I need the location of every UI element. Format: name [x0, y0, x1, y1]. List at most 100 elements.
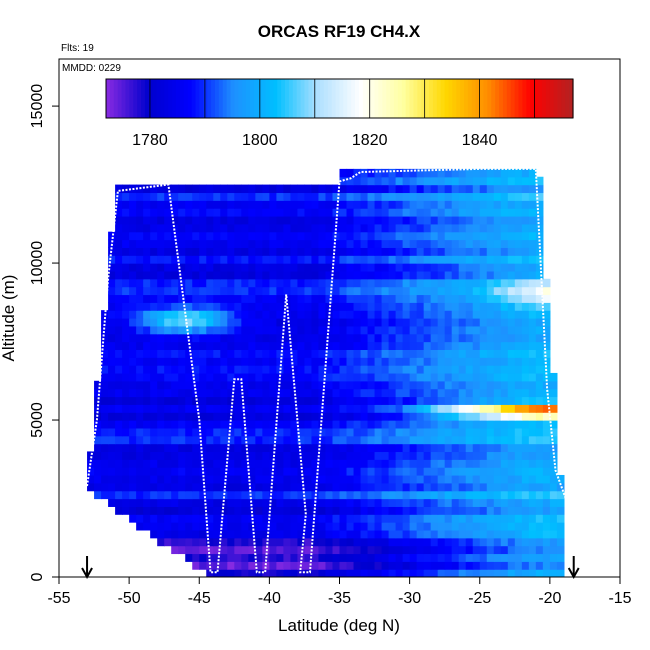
heatmap-cell — [108, 302, 116, 311]
heatmap-cell — [150, 451, 158, 460]
heatmap-cell — [262, 435, 270, 445]
heatmap-cell — [479, 184, 488, 194]
heatmap-cell — [381, 278, 390, 288]
heatmap-cell — [262, 318, 270, 327]
heatmap-cell — [297, 372, 306, 382]
heatmap-cell — [248, 420, 256, 429]
heatmap-cell — [416, 270, 425, 280]
heatmap-cell — [444, 427, 453, 437]
heatmap-cell — [360, 529, 369, 539]
heatmap-cell — [346, 255, 355, 264]
heatmap-cell — [430, 294, 439, 303]
heatmap-cell — [297, 286, 306, 296]
heatmap-cell — [507, 184, 516, 194]
heatmap-cell — [185, 522, 193, 531]
heatmap-cell — [157, 498, 165, 507]
heatmap-cell — [318, 498, 327, 507]
heatmap-cell — [129, 247, 137, 256]
heatmap-cell — [213, 302, 221, 311]
heatmap-cell — [143, 506, 151, 515]
heatmap-cell — [136, 467, 144, 476]
heatmap-cell — [416, 263, 425, 272]
heatmap-cell — [395, 270, 404, 280]
heatmap-cell — [500, 286, 509, 296]
x-tick-label: -35 — [328, 590, 351, 607]
heatmap-cell — [255, 443, 263, 453]
heatmap-cell — [437, 380, 446, 390]
heatmap-cell — [290, 420, 299, 429]
heatmap-cell — [437, 529, 446, 539]
heatmap-cell — [150, 498, 158, 507]
heatmap-cell — [444, 467, 453, 476]
colorbar-segment — [222, 79, 228, 118]
heatmap-cell — [143, 200, 151, 209]
heatmap-cell — [192, 215, 200, 225]
heatmap-cell — [423, 404, 432, 413]
heatmap-cell — [346, 553, 355, 562]
heatmap-cell — [269, 333, 277, 343]
heatmap-cell — [108, 231, 116, 241]
heatmap-cell — [507, 286, 516, 296]
heatmap-cell — [143, 435, 151, 445]
heatmap-cell — [234, 192, 242, 201]
colorbar-segment — [569, 79, 574, 118]
heatmap-cell — [451, 255, 460, 264]
heatmap-cell — [220, 333, 228, 343]
heatmap-cell — [542, 522, 551, 531]
heatmap-cell — [367, 215, 376, 225]
heatmap-cell — [234, 372, 242, 382]
heatmap-cell — [248, 529, 256, 539]
heatmap-cell — [108, 412, 116, 421]
heatmap-cell — [255, 372, 263, 382]
heatmap-cell — [388, 192, 397, 201]
heatmap-cell — [437, 561, 446, 570]
heatmap-cell — [535, 467, 544, 476]
heatmap-cell — [388, 349, 397, 358]
heatmap-cell — [360, 545, 369, 555]
heatmap-cell — [283, 482, 292, 492]
heatmap-cell — [108, 427, 116, 437]
heatmap-cell — [178, 435, 186, 445]
heatmap-cell — [150, 184, 158, 194]
heatmap-cell — [192, 380, 200, 390]
heatmap-cell — [500, 490, 509, 500]
heatmap-cell — [353, 365, 362, 374]
heatmap-cell — [241, 412, 249, 421]
heatmap-cell — [423, 474, 432, 484]
heatmap-cell — [493, 278, 502, 288]
heatmap-cell — [164, 467, 172, 476]
heatmap-cell — [150, 302, 158, 311]
heatmap-cell — [325, 522, 334, 531]
heatmap-cell — [220, 372, 228, 382]
heatmap-cell — [290, 396, 299, 405]
heatmap-cell — [220, 215, 228, 225]
heatmap-cell — [304, 255, 313, 264]
heatmap-cell — [556, 529, 565, 539]
heatmap-cell — [241, 349, 249, 358]
heatmap-cell — [360, 388, 369, 398]
heatmap-cell — [304, 514, 313, 523]
heatmap-cell — [409, 459, 418, 468]
heatmap-cell — [101, 325, 109, 335]
heatmap-cell — [360, 420, 369, 429]
heatmap-cell — [416, 310, 425, 319]
heatmap-cell — [535, 255, 544, 264]
heatmap-cell — [535, 435, 544, 445]
heatmap-cell — [199, 200, 207, 209]
heatmap-cell — [346, 200, 355, 209]
heatmap-cell — [346, 443, 355, 453]
heatmap-cell — [234, 215, 242, 225]
heatmap-cell — [297, 357, 306, 366]
heatmap-cell — [164, 357, 172, 366]
heatmap-cell — [157, 474, 165, 484]
heatmap-cell — [416, 333, 425, 343]
heatmap-cell — [94, 396, 102, 405]
heatmap-cell — [164, 372, 172, 382]
heatmap-cell — [192, 263, 200, 272]
heatmap-cell — [402, 569, 411, 577]
heatmap-cell — [514, 482, 523, 492]
heatmap-cell — [143, 380, 151, 390]
heatmap-cell — [339, 412, 348, 421]
heatmap-cell — [136, 325, 144, 335]
colorbar-segment — [374, 79, 380, 118]
